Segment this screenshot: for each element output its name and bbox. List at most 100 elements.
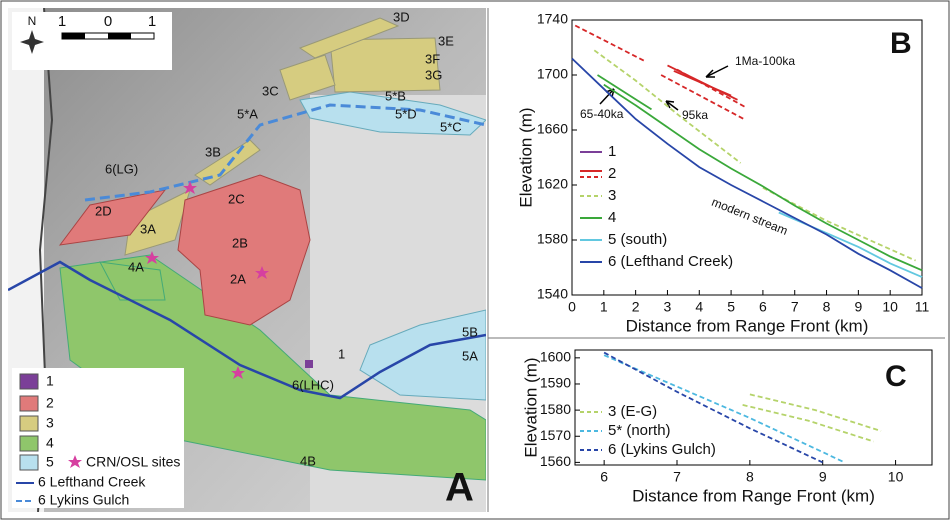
unit-2 xyxy=(177,174,311,326)
unit-label: 3G xyxy=(425,67,442,82)
series-line xyxy=(597,74,652,111)
arrow xyxy=(665,100,679,111)
x-tick-label: 5 xyxy=(727,299,735,315)
y-tick-label: 1560 xyxy=(540,453,571,469)
compass xyxy=(20,38,44,46)
unit-labels: 3D 3E 3F 3G 3C 5*A 5*B 5*D 5*C 6(LG) 3B … xyxy=(95,9,478,468)
unit-3b xyxy=(194,139,261,186)
x-tick-label: 1 xyxy=(600,299,608,315)
unit-1 xyxy=(305,360,313,368)
scale-bar xyxy=(62,33,85,39)
legend-swatch xyxy=(19,415,39,432)
panel-label: B xyxy=(890,27,912,60)
legend-swatch xyxy=(19,373,39,390)
lefthand-creek xyxy=(8,260,486,400)
legend-swatch xyxy=(19,454,39,471)
x-tick-label: 8 xyxy=(823,299,831,315)
x-tick-label: 9 xyxy=(854,299,862,315)
unit-label: 5*A xyxy=(237,106,258,121)
unit-label: 3A xyxy=(140,221,156,236)
unit-label: 5B xyxy=(462,324,478,339)
legend-star xyxy=(68,455,82,468)
north: N xyxy=(28,14,37,28)
series-line xyxy=(603,83,923,272)
y-axis-label: Elevation (m) xyxy=(521,357,540,457)
unit-3d xyxy=(298,17,400,59)
x-tick-label: 10 xyxy=(882,299,898,315)
y-tick-label: 1540 xyxy=(537,286,568,302)
legend-swatch xyxy=(19,395,39,412)
lykins-gulch xyxy=(84,103,486,202)
unit-label: 5*D xyxy=(395,106,417,121)
x-tick-label: 0 xyxy=(568,299,576,315)
unit-5-star xyxy=(299,91,486,136)
legend-label: 6 (Lefthand Creek) xyxy=(608,253,733,270)
legend-label: 4 xyxy=(608,209,616,226)
x-tick-label: 6 xyxy=(759,299,767,315)
legend-label: 2 xyxy=(46,395,54,411)
legend-label: 2 xyxy=(608,165,616,182)
unit-4a xyxy=(99,261,166,301)
legend-label: 1 xyxy=(608,143,616,160)
unit-label: 4B xyxy=(300,453,316,468)
annotation: 95ka xyxy=(682,108,708,122)
legend-label: 5 (south) xyxy=(608,231,667,248)
plot-frame xyxy=(571,19,923,296)
x-tick-label: 7 xyxy=(673,469,681,485)
unit-label: 6(LHC) xyxy=(292,377,334,392)
y-tick-label: 1580 xyxy=(540,401,571,417)
unit-label: 5*B xyxy=(385,88,406,103)
series-line xyxy=(749,393,882,432)
unit-label: 2B xyxy=(232,235,248,250)
scale-label: 0 xyxy=(104,13,112,30)
unit-label: 2A xyxy=(230,271,246,286)
y-tick-label: 1620 xyxy=(537,176,568,192)
unit-label: 5*C xyxy=(440,119,462,134)
map-legend xyxy=(12,368,184,508)
x-tick-label: 8 xyxy=(746,469,754,485)
unit-3a xyxy=(124,189,191,256)
scale-bar xyxy=(108,33,131,39)
unit-2d xyxy=(58,189,167,246)
y-tick-label: 1570 xyxy=(540,427,571,443)
x-tick-label: 11 xyxy=(915,299,930,315)
x-tick-label: 4 xyxy=(695,299,703,315)
unit-3efg xyxy=(329,37,441,93)
y-axis-label: Elevation (m) xyxy=(516,107,535,207)
unit-label: 6(LG) xyxy=(105,161,138,176)
arrow xyxy=(705,65,729,78)
plot-frame xyxy=(574,349,933,466)
unit-label: 3D xyxy=(393,9,410,24)
annotation: 65-40ka xyxy=(580,107,624,121)
x-axis-label: Distance from Range Front (km) xyxy=(632,486,875,505)
series-line xyxy=(571,57,923,289)
x-tick-label: 9 xyxy=(819,469,827,485)
legend-swatch xyxy=(19,435,39,452)
legend-label: 3 xyxy=(46,415,54,431)
unit-label: 3B xyxy=(205,144,221,159)
legend-label: 5* (north) xyxy=(608,422,671,439)
y-tick-label: 1580 xyxy=(537,231,568,247)
x-axis-label: Distance from Range Front (km) xyxy=(626,316,869,335)
unit-label: 4A xyxy=(128,259,144,274)
x-tick-label: 2 xyxy=(632,299,640,315)
panel-label: A xyxy=(445,466,474,510)
unit-label: 2D xyxy=(95,203,112,218)
sites xyxy=(145,181,269,379)
x-tick-label: 3 xyxy=(664,299,672,315)
y-tick-label: 1590 xyxy=(540,375,571,391)
series-line xyxy=(593,49,742,164)
unit-label: 5A xyxy=(462,348,478,363)
legend-label: 5 xyxy=(46,454,54,470)
series-line xyxy=(742,404,874,443)
series-line xyxy=(676,68,748,109)
unit-label: 1 xyxy=(338,346,345,361)
scale-label: 1 xyxy=(148,13,156,30)
legend-label: 1 xyxy=(46,373,54,389)
x-tick-label: 6 xyxy=(600,469,608,485)
y-tick-label: 1660 xyxy=(537,121,568,137)
series-line xyxy=(762,187,916,262)
panel-label: C xyxy=(885,360,907,393)
legend-label: CRN/OSL sites xyxy=(86,454,180,470)
series-line xyxy=(603,351,824,464)
